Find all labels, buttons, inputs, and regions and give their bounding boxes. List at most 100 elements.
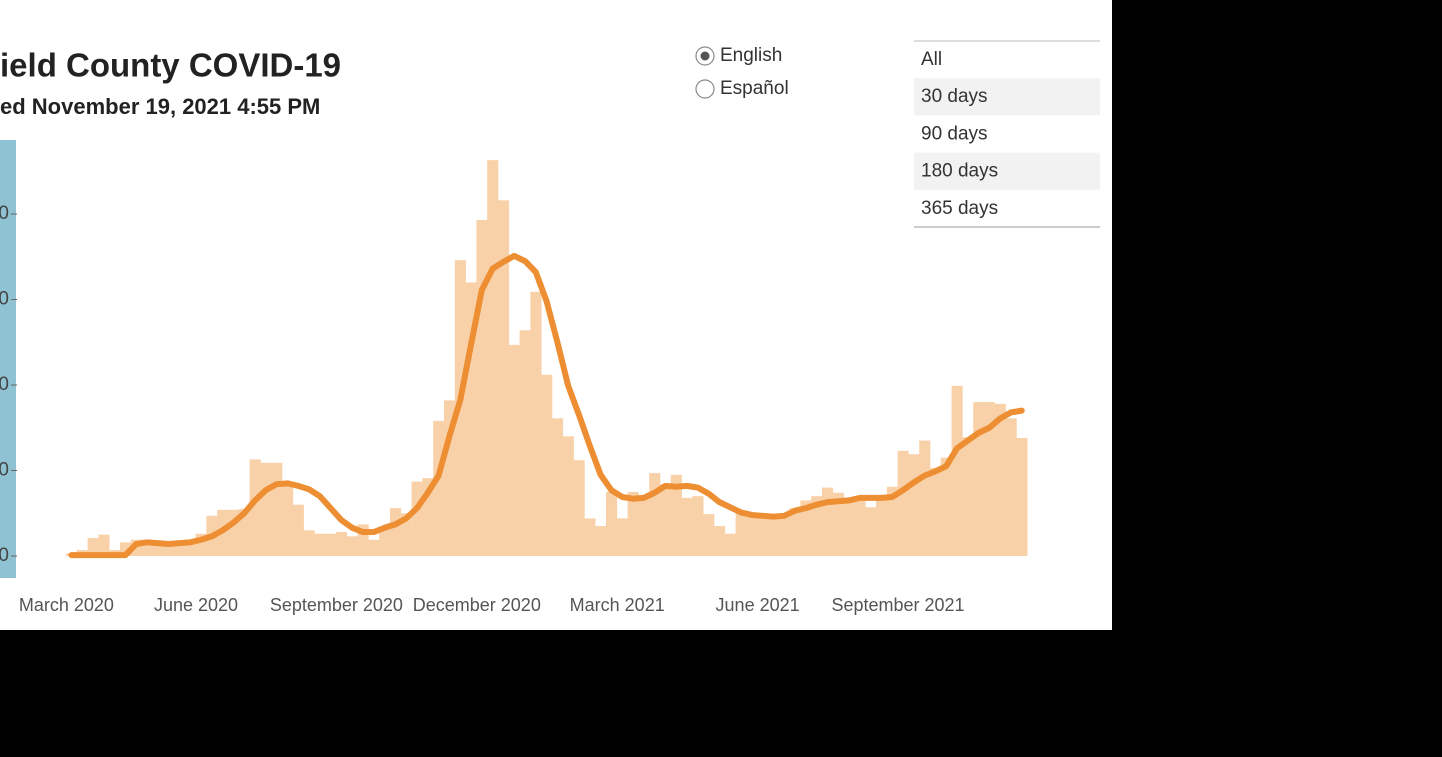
- bar: [368, 539, 380, 556]
- bar: [703, 514, 715, 556]
- x-tick-label: June 2020: [154, 595, 238, 615]
- bar: [271, 462, 283, 556]
- bar: [184, 539, 196, 556]
- bar: [249, 459, 261, 556]
- bar: [98, 534, 110, 556]
- bar: [595, 526, 607, 556]
- bar: [973, 402, 985, 556]
- range-option[interactable]: 180 days: [921, 161, 998, 182]
- bar: [120, 542, 132, 556]
- bar: [336, 532, 348, 556]
- range-option[interactable]: All: [921, 49, 942, 70]
- bar: [962, 437, 974, 556]
- bar: [573, 460, 585, 556]
- x-tick-label: March 2020: [19, 595, 114, 615]
- bar: [951, 385, 963, 556]
- y-tick-label: 400: [0, 203, 9, 224]
- trend-line: [68, 252, 1025, 559]
- range-option[interactable]: 30 days: [921, 86, 988, 107]
- bar: [508, 344, 520, 556]
- bar: [670, 474, 682, 556]
- x-tick-label: June 2021: [716, 595, 800, 615]
- bar: [87, 538, 99, 556]
- bar: [584, 518, 596, 556]
- language-option[interactable]: English: [720, 45, 782, 66]
- bar: [778, 515, 790, 556]
- bar: [886, 486, 898, 556]
- range-option[interactable]: 365 days: [921, 198, 998, 219]
- bar: [400, 513, 412, 556]
- radio-button[interactable]: [695, 79, 715, 99]
- bar: [228, 509, 240, 556]
- bar: [714, 526, 726, 556]
- bar: [984, 402, 996, 556]
- bar: [897, 450, 909, 556]
- y-tick-label: 200: [0, 374, 9, 395]
- bar: [282, 485, 294, 556]
- language-option[interactable]: Español: [720, 78, 789, 99]
- x-tick-label: September 2021: [831, 595, 964, 615]
- side-bar: [0, 140, 16, 578]
- bar: [649, 473, 661, 556]
- bar: [465, 282, 477, 556]
- bar: [357, 524, 369, 556]
- bar: [476, 219, 488, 557]
- bar: [724, 533, 736, 556]
- bar: [616, 518, 628, 556]
- range-row-bg: [914, 152, 1100, 190]
- bar: [940, 457, 952, 556]
- x-tick-label: March 2021: [570, 595, 665, 615]
- bar: [811, 496, 823, 556]
- bar: [919, 440, 931, 556]
- bar: [303, 530, 315, 556]
- bar: [908, 454, 920, 556]
- bar: [1016, 438, 1028, 556]
- range-option[interactable]: 90 days: [921, 123, 988, 144]
- bar: [606, 491, 618, 556]
- bar: [174, 544, 186, 556]
- title: ield County COVID-19: [0, 47, 341, 84]
- y-tick-label: 300: [0, 289, 9, 310]
- bar: [681, 497, 693, 556]
- bar: [487, 160, 499, 556]
- bar: [519, 330, 531, 556]
- y-tick-label: 100: [0, 460, 9, 481]
- bar: [238, 508, 250, 556]
- bar: [562, 436, 574, 556]
- bar: [390, 508, 402, 556]
- bar: [843, 500, 855, 556]
- bar: [832, 492, 844, 556]
- bar: [757, 515, 769, 556]
- bar: [552, 418, 564, 556]
- bar: [692, 496, 704, 556]
- x-tick-label: September 2020: [270, 595, 403, 615]
- bar: [746, 514, 758, 556]
- bar: [1005, 418, 1017, 556]
- bar: [660, 484, 672, 556]
- bar: [163, 546, 175, 556]
- x-tick-label: December 2020: [413, 595, 541, 615]
- bar: [800, 500, 812, 556]
- bar: [314, 533, 326, 556]
- bar: [789, 508, 801, 556]
- bar: [292, 504, 304, 556]
- bar: [422, 478, 434, 556]
- bar: [638, 495, 650, 556]
- bar: [627, 491, 639, 556]
- bar: [735, 512, 747, 556]
- bar: [141, 539, 153, 556]
- bar: [195, 533, 207, 556]
- bar: [930, 467, 942, 556]
- radio-dot: [700, 51, 710, 61]
- range-row-bg: [914, 78, 1100, 116]
- bar: [822, 487, 834, 556]
- bar: [379, 526, 391, 556]
- y-tick-label: 0: [0, 545, 9, 566]
- subtitle: ed November 19, 2021 4:55 PM: [0, 94, 320, 119]
- bar: [541, 374, 553, 556]
- bar: [768, 514, 780, 556]
- bar: [433, 420, 445, 556]
- bar: [260, 462, 272, 556]
